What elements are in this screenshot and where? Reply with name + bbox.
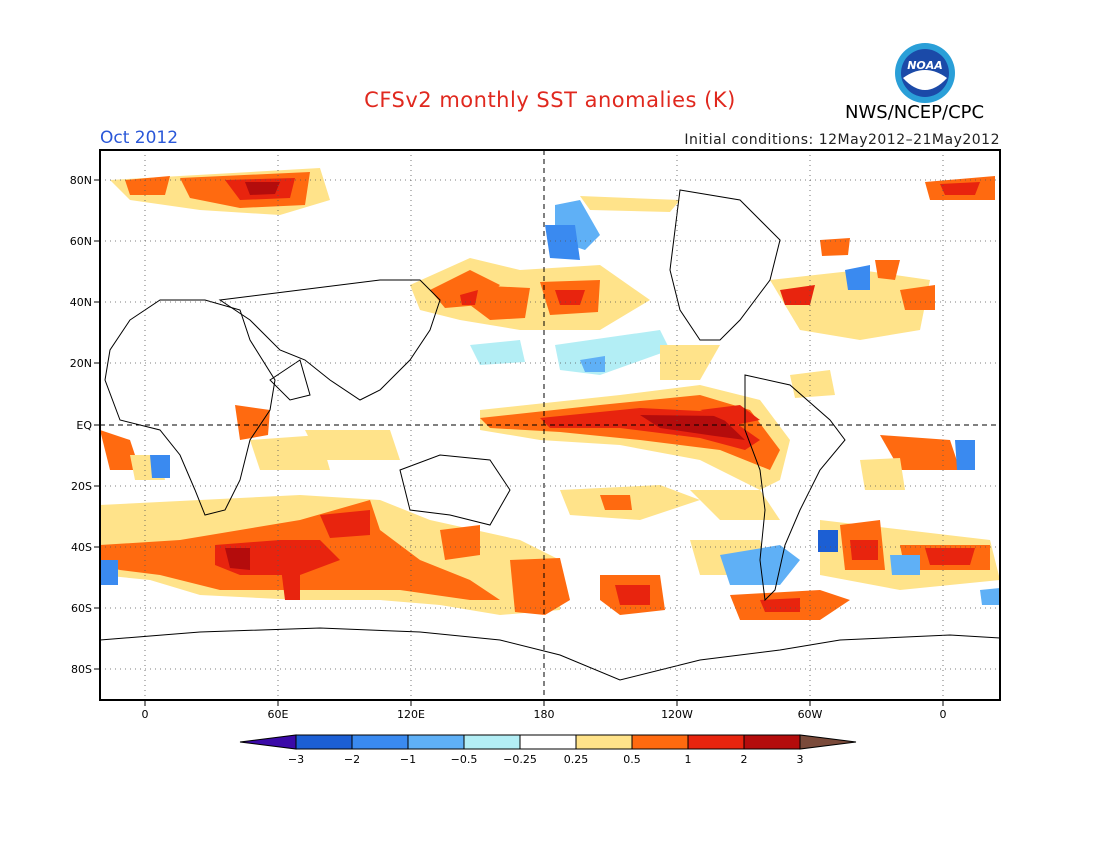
agency-label: NWS/NCEP/CPC [845,102,985,123]
colorbar-swatch [519,734,577,750]
colorbar-arrow-high [799,734,857,750]
colorbar-label: 1 [685,753,692,766]
colorbar-label: 0.25 [564,753,589,766]
lon-label: 180 [534,708,555,721]
colorbar-label: −1 [400,753,416,766]
initial-conditions: Initial conditions: 12May2012–21May2012 [684,132,1000,148]
lat-label: 40S [71,541,92,554]
lon-label: 0 [940,708,947,721]
lon-label: 60W [798,708,823,721]
lat-ticks [94,179,100,670]
graticule [100,150,1000,700]
lat-label: 40N [70,296,92,309]
svg-text:NOAA: NOAA [907,59,943,72]
forecast-month: Oct 2012 [100,128,179,148]
lon-ticks [144,700,944,706]
colorbar-label: −3 [288,753,304,766]
colorbar-label: 3 [797,753,804,766]
map-frame [99,149,1001,701]
lat-label: 20S [71,480,92,493]
colorbar-swatch [575,734,633,750]
coastlines [100,189,1000,681]
colorbar-swatch [687,734,745,750]
anomaly-field [100,168,1000,620]
lat-label: EQ [76,419,92,432]
lat-label: 60N [70,235,92,248]
lon-label: 120E [397,708,425,721]
lon-label: 120W [661,708,693,721]
colorbar-swatch [407,734,465,750]
lat-label: 80N [70,174,92,187]
colorbar-swatch [463,734,521,750]
lat-label: 60S [71,602,92,615]
colorbar-swatch [351,734,409,750]
colorbar-label: 0.5 [623,753,641,766]
colorbar-swatch [295,734,353,750]
colorbar-label: −2 [344,753,360,766]
colorbar-arrow-low [239,734,297,750]
lon-label: 0 [142,708,149,721]
lon-label: 60E [268,708,289,721]
page-title: CFSv2 monthly SST anomalies (K) [364,88,736,112]
colorbar: −3 −2 −1 −0.5 −0.25 0.25 0.5 1 2 3 [239,734,857,766]
lat-label: 20N [70,357,92,370]
noaa-logo-icon: NOAA [895,43,955,103]
colorbar-swatch [743,734,801,750]
colorbar-label: 2 [741,753,748,766]
equator-dateline [100,150,1000,700]
lat-label: 80S [71,663,92,676]
colorbar-label: −0.25 [503,753,537,766]
colorbar-swatch [631,734,689,750]
colorbar-label: −0.5 [451,753,478,766]
